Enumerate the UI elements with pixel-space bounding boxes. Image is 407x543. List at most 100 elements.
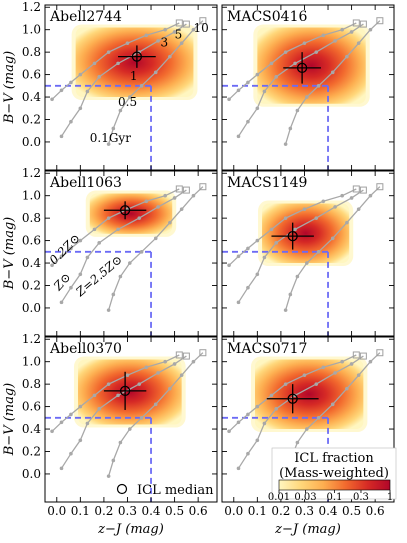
panel-frame: [221, 4, 395, 171]
y-tick-label: 0.6: [22, 400, 41, 414]
track-point: [179, 207, 184, 211]
track-point: [156, 205, 160, 209]
x-tick-label: 0.3: [118, 504, 137, 518]
track-point: [340, 27, 344, 32]
density-map: [254, 359, 364, 430]
model-track-2: [284, 186, 381, 311]
track-point: [92, 61, 97, 66]
track-point: [330, 402, 335, 407]
x-tick-label: 0.4: [318, 504, 337, 518]
track-point: [288, 292, 293, 297]
panel-abell0370: 0.0 0.2 0.4 0.6 0.8 1.0 1.2 0.0 0.1 0.2 0.3 0.4 0.5 0…: [22, 332, 218, 518]
age-label: 1: [130, 69, 138, 83]
y-tick-label: 1.0: [22, 355, 41, 369]
track-end-square: [182, 352, 190, 360]
track-end-square: [175, 185, 183, 193]
track-point: [340, 359, 344, 364]
track-point: [255, 404, 260, 409]
track-point: [293, 227, 297, 232]
model-track-0: [51, 354, 180, 432]
y-tick-label: 0.4: [22, 90, 41, 104]
track-point: [92, 227, 97, 232]
track-point: [118, 108, 123, 113]
track-point: [368, 359, 373, 364]
track-point: [255, 72, 260, 77]
track-point: [168, 54, 172, 59]
track-point: [295, 108, 300, 113]
track-point: [302, 207, 307, 211]
icl-median-marker: [131, 51, 143, 62]
track-point: [333, 39, 337, 43]
track-point: [314, 50, 319, 54]
age-label: 0.5: [118, 95, 137, 109]
track-point: [111, 458, 116, 463]
track-end-square: [199, 349, 207, 357]
panel-grid: 0.0 0.2 0.4 0.6 0.8 1.0 1.2 Abell2744 0.1Gyr 0.5 1…: [22, 0, 395, 518]
y-tick-label: 0.2: [22, 444, 41, 458]
model-track-2: [107, 352, 204, 477]
track-point: [69, 412, 73, 417]
track-point: [274, 241, 278, 245]
track-point: [144, 199, 149, 204]
track-point: [163, 193, 167, 198]
x-axis-label: z−J (mag): [274, 522, 341, 537]
panel-abell2744: 0.0 0.2 0.4 0.6 0.8 1.0 1.2 Abell2744 0.1Gyr 0.5 1…: [22, 0, 218, 171]
model-track-1: [237, 23, 364, 137]
track-point: [59, 134, 64, 139]
track-point: [345, 386, 349, 391]
track-point: [172, 30, 177, 34]
age-label: 5: [175, 28, 183, 42]
density-map: [89, 193, 173, 234]
colorbar-tick-label: 0.3: [353, 492, 369, 503]
track-point: [321, 33, 326, 38]
track-point: [295, 274, 300, 279]
y-tick-label: 0.4: [22, 422, 41, 436]
model-track-0: [51, 188, 180, 266]
panel-frame: [221, 336, 395, 503]
metallicity-label: 0.2Z⊙: [47, 231, 83, 267]
track-point: [50, 429, 54, 434]
track-point: [283, 142, 288, 146]
panel-title: Abell1063: [49, 175, 122, 191]
track-point: [191, 193, 196, 198]
track-point: [345, 54, 349, 59]
track-point: [106, 142, 111, 146]
track-point: [255, 438, 260, 443]
legend-open-circle-marker: [116, 483, 128, 495]
track-point: [368, 27, 373, 32]
track-point: [246, 246, 250, 251]
model-track-1: [60, 189, 187, 303]
track-point: [316, 250, 321, 254]
track-point: [283, 50, 288, 54]
track-point: [283, 308, 288, 312]
track-point: [295, 440, 300, 445]
track-point: [85, 421, 90, 426]
panel-plot-area: [45, 183, 207, 336]
track-point: [236, 88, 241, 93]
icl-median-marker: [287, 230, 298, 242]
track-point: [128, 427, 132, 431]
age-label: 3: [160, 36, 168, 50]
track-point: [262, 255, 267, 260]
colorbar-gradient: [278, 479, 391, 491]
track-point: [116, 227, 120, 232]
track-point: [330, 236, 335, 241]
track-point: [85, 89, 90, 94]
panel-macs0717: 0.0 0.1 0.2 0.3 0.4 0.5 0.6 MACS0717: [221, 336, 395, 518]
track-point: [305, 261, 309, 265]
track-point: [333, 371, 337, 375]
icl-median-marker: [119, 205, 131, 216]
track-point: [321, 199, 326, 204]
panel-frame: [44, 4, 218, 171]
track-point: [236, 134, 241, 139]
track-point: [69, 80, 73, 85]
icl-median-marker: [287, 393, 298, 404]
track-point: [274, 75, 278, 79]
density-map: [75, 27, 194, 98]
track-point: [349, 362, 354, 366]
y-tick-label: 0.8: [22, 211, 41, 225]
track-point: [85, 255, 90, 260]
track-end-square: [182, 186, 190, 194]
track-point: [106, 382, 111, 386]
track-point: [153, 236, 158, 241]
